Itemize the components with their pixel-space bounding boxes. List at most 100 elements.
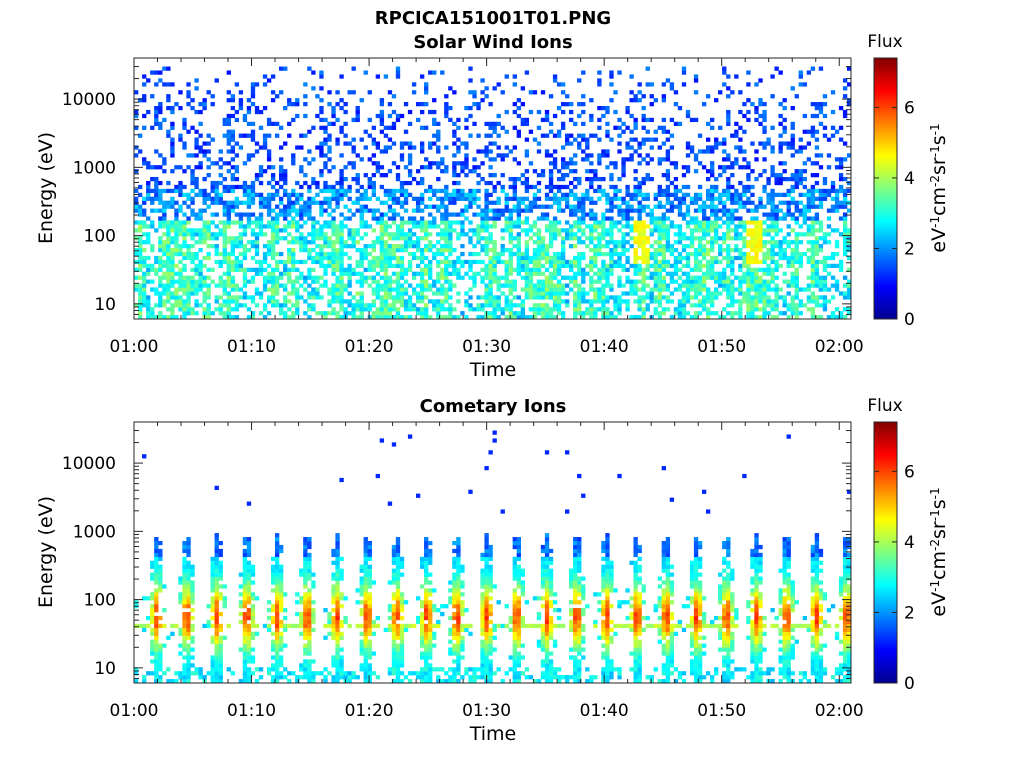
heatmap-cell — [198, 275, 203, 280]
heatmap-cell — [649, 212, 654, 217]
heatmap-cell — [444, 165, 449, 170]
heatmap-cell — [834, 283, 840, 288]
heatmap-cell — [625, 255, 630, 261]
heatmap-cell — [158, 303, 163, 308]
heatmap-cell — [432, 255, 437, 261]
heatmap-cell — [484, 153, 489, 158]
heatmap-cell — [214, 188, 219, 194]
heatmap-cell — [613, 244, 618, 249]
heatmap-cell — [710, 173, 715, 178]
heatmap-cell — [609, 220, 614, 225]
heatmap-cell — [395, 117, 401, 123]
heatmap-cell — [266, 153, 272, 158]
heatmap-cell — [254, 244, 260, 249]
heatmap-cell — [504, 153, 509, 158]
heatmap-cell — [492, 200, 497, 205]
heatmap-cell — [186, 129, 191, 134]
heatmap-cell — [605, 228, 610, 233]
heatmap-cell — [778, 180, 783, 186]
heatmap-cell — [838, 232, 844, 237]
heatmap-cell — [657, 299, 662, 304]
heatmap-cell — [287, 299, 292, 304]
heatmap-cell — [218, 149, 223, 154]
heatmap-cell — [714, 224, 719, 229]
heatmap-cell — [681, 165, 687, 170]
heatmap-cell — [419, 145, 425, 150]
heatmap-cell — [250, 192, 256, 197]
heatmap-cell — [403, 141, 409, 146]
heatmap-cell — [565, 232, 570, 237]
heatmap-cell — [206, 255, 211, 261]
heatmap-cell — [585, 188, 590, 194]
heatmap-cell — [311, 236, 316, 241]
heatmap-cell — [504, 145, 509, 150]
heatmap-cell — [730, 196, 735, 201]
heatmap-cell — [194, 228, 199, 233]
heatmap-cell — [661, 94, 667, 99]
heatmap-cell — [496, 295, 501, 300]
heatmap-cell — [174, 291, 179, 296]
heatmap-cell — [448, 224, 453, 229]
heatmap-cell — [625, 307, 630, 312]
heatmap-cell — [428, 263, 433, 269]
heatmap-cell — [637, 216, 642, 221]
heatmap-cell — [238, 240, 244, 245]
heatmap-cell — [730, 299, 735, 304]
heatmap-cell — [830, 196, 836, 201]
heatmap-cell — [593, 271, 598, 276]
heatmap-cell — [138, 98, 143, 103]
heatmap-cell — [818, 247, 824, 253]
heatmap-cell — [693, 196, 699, 201]
heatmap-cell — [484, 287, 489, 292]
heatmap-cell — [375, 283, 381, 288]
heatmap-cell — [226, 220, 231, 225]
heatmap-cell — [593, 236, 598, 241]
heatmap-cell — [693, 263, 699, 269]
heatmap-cell — [661, 173, 667, 178]
heatmap-cell — [440, 161, 445, 166]
heatmap-cell — [488, 165, 493, 170]
heatmap-cell — [746, 200, 751, 205]
heatmap-cell — [411, 220, 417, 225]
heatmap-cell — [488, 224, 493, 229]
heatmap-cell — [770, 240, 775, 245]
heatmap-cell — [331, 247, 336, 253]
heatmap-cell — [544, 267, 550, 272]
heatmap-cell — [379, 247, 385, 253]
heatmap-cell — [794, 247, 799, 253]
heatmap-cell — [166, 275, 171, 280]
heatmap-cell — [573, 311, 578, 316]
heatmap-cell — [520, 86, 526, 91]
heatmap-cell — [403, 267, 409, 272]
heatmap-cell — [548, 204, 554, 209]
heatmap-cell — [633, 228, 638, 233]
heatmap-cell — [774, 208, 779, 213]
heatmap-cell — [166, 94, 171, 99]
heatmap-cell — [270, 271, 276, 276]
heatmap-cell — [468, 78, 473, 83]
heatmap-cell — [411, 208, 417, 213]
heatmap-cell — [283, 192, 288, 197]
heatmap-cell — [814, 145, 820, 150]
heatmap-cell — [500, 251, 505, 257]
heatmap-cell — [774, 204, 779, 209]
heatmap-cell — [726, 188, 731, 194]
heatmap-cell — [512, 188, 517, 194]
heatmap-cell — [818, 228, 824, 233]
heatmap-cell — [419, 311, 425, 316]
heatmap-cell — [399, 236, 405, 241]
heatmap-cell — [548, 283, 554, 288]
heatmap-cell — [516, 263, 521, 269]
heatmap-cell — [834, 200, 840, 205]
heatmap-cell — [162, 157, 167, 162]
heatmap-cell — [391, 196, 397, 201]
heatmap-cell — [444, 255, 449, 261]
heatmap-cell — [258, 169, 264, 174]
heatmap-cell — [637, 153, 642, 158]
heatmap-cell — [347, 279, 352, 284]
heatmap-cell — [242, 224, 248, 229]
heatmap-cell — [444, 105, 449, 111]
heatmap-cell — [581, 157, 586, 162]
heatmap-cell — [512, 303, 517, 308]
heatmap-cell — [403, 287, 409, 292]
